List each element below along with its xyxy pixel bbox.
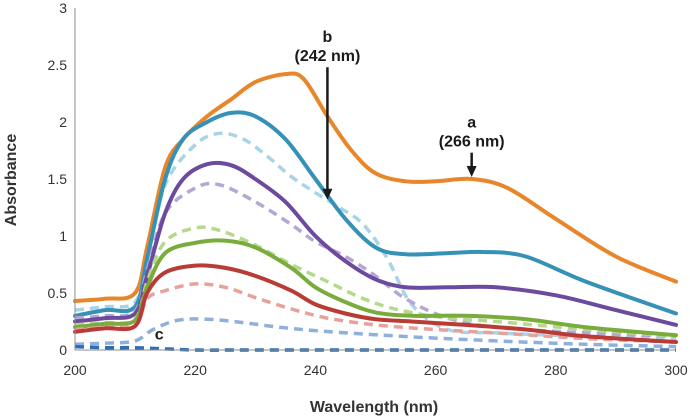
annotation-arrow-head: [322, 188, 333, 200]
x-axis-title: Wavelength (nm): [310, 399, 438, 416]
y-tick-label: 0: [59, 342, 67, 358]
y-tick-label: 3: [59, 0, 67, 16]
series-line-10: [74, 317, 677, 349]
x-tick-label: 240: [304, 362, 328, 378]
y-tick-label: 1: [59, 228, 67, 244]
x-tick-label: 300: [664, 362, 688, 378]
y-axis-title: Absorbance: [3, 134, 20, 227]
series-line-1: [73, 71, 678, 303]
y-tick-label: 2.5: [48, 57, 68, 73]
series-layer: [73, 71, 678, 352]
y-tick-label: 1.5: [48, 171, 68, 187]
x-tick-label: 220: [184, 362, 208, 378]
annotation-wavelength: (266 nm): [439, 134, 505, 151]
annotation-label: a: [467, 115, 476, 132]
x-tick-label: 200: [63, 362, 87, 378]
annotation-arrow-head: [466, 166, 477, 177]
annotation-label: c: [155, 327, 164, 344]
series-line-9: [73, 263, 678, 344]
y-tick-label: 2: [59, 114, 67, 130]
x-tick-label: 280: [544, 362, 568, 378]
axes: [74, 8, 676, 351]
annotation-label: b: [323, 29, 333, 46]
annotation-wavelength: (242 nm): [295, 48, 361, 65]
y-tick-label: 0.5: [48, 285, 68, 301]
x-tick-label: 260: [424, 362, 448, 378]
annotations: a (266 nm) b (242 nm) c: [155, 29, 505, 344]
tick-labels: 200 220 240 260 280 300 0 0.5 1 1.5 2 2.5 3: [48, 0, 688, 378]
series-line-5: [73, 160, 678, 327]
series-line-3: [73, 110, 678, 318]
